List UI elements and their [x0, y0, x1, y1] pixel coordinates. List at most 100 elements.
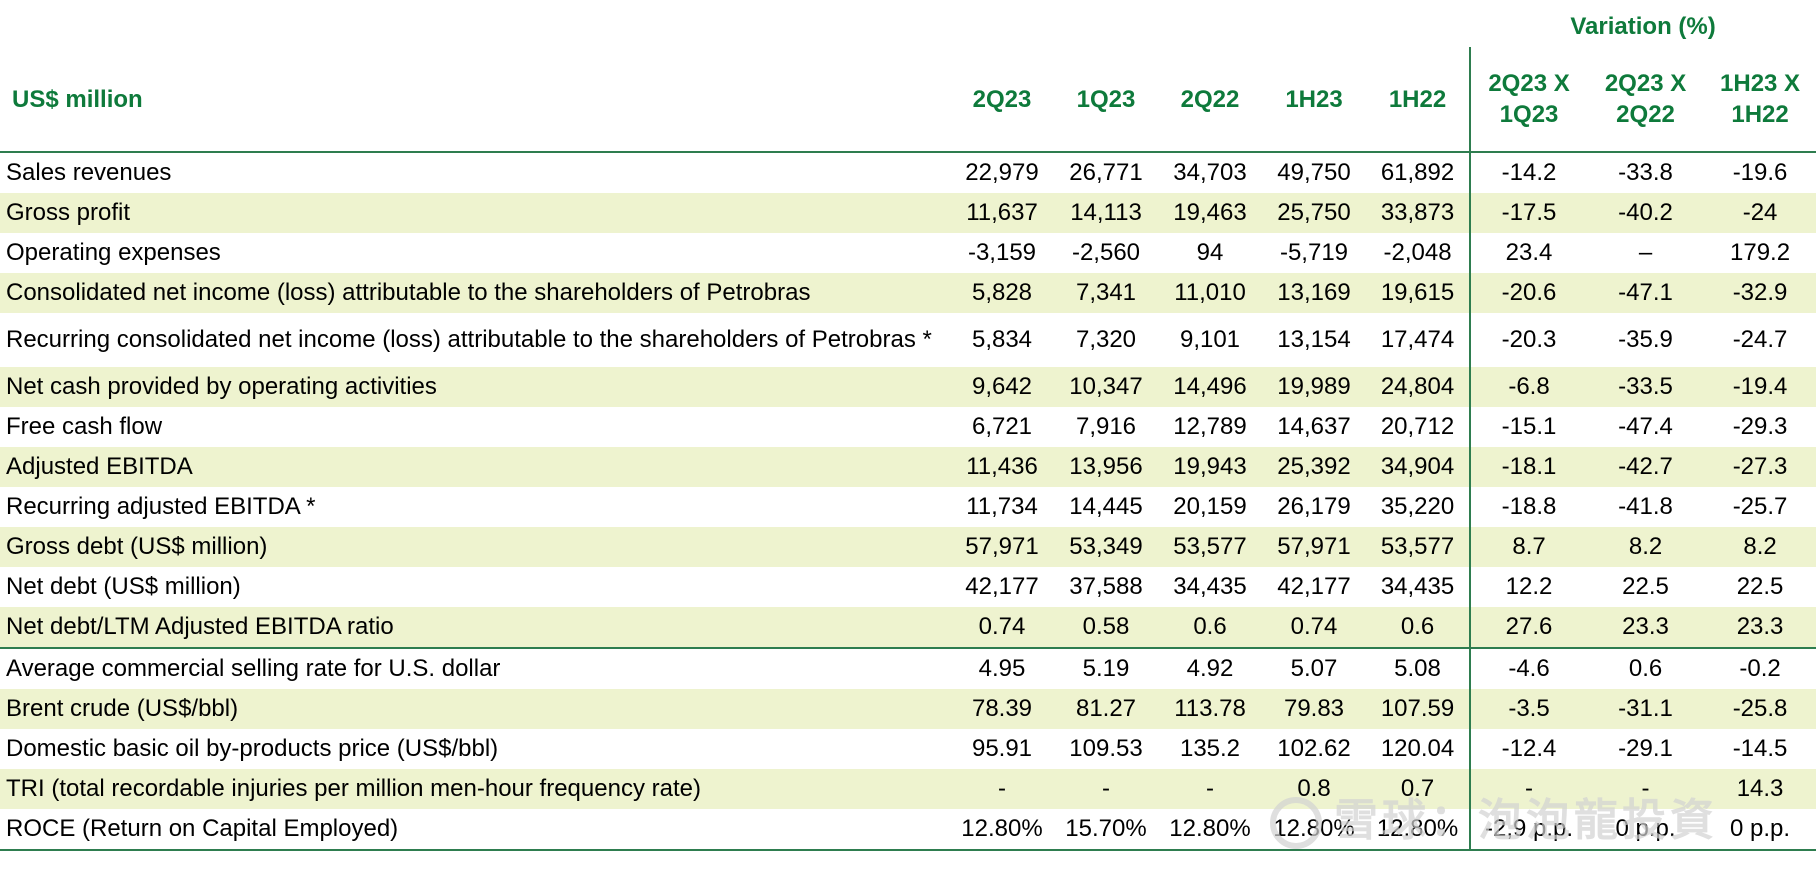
table-row: ROCE (Return on Capital Employed) 12.80% 1…: [0, 809, 1816, 850]
row-label: Adjusted EBITDA: [0, 447, 950, 487]
cell-variation: -: [1470, 769, 1587, 809]
cell-variation: -41.8: [1587, 487, 1704, 527]
row-label: Recurring adjusted EBITDA *: [0, 487, 950, 527]
cell-value: 5,834: [950, 313, 1054, 367]
cell-value: 26,179: [1262, 487, 1366, 527]
cell-value: 0.7: [1366, 769, 1470, 809]
table-row: Average commercial selling rate for U.S.…: [0, 648, 1816, 689]
cell-value: 9,101: [1158, 313, 1262, 367]
table-row: Net cash provided by operating activitie…: [0, 367, 1816, 407]
cell-value: 14,637: [1262, 407, 1366, 447]
variation-column-header: 1H23 X 1H22: [1704, 47, 1816, 152]
cell-value: 94: [1158, 233, 1262, 273]
financial-summary-table-wrap: Variation (%) US$ million 2Q23 1Q23 2Q22 1H…: [0, 0, 1816, 851]
cell-value: 78.39: [950, 689, 1054, 729]
column-header: 1H23: [1262, 47, 1366, 152]
cell-value: 26,771: [1054, 152, 1158, 193]
cell-value: 57,971: [950, 527, 1054, 567]
cell-value: 33,873: [1366, 193, 1470, 233]
cell-value: 15.70%: [1054, 809, 1158, 850]
cell-value: 7,341: [1054, 273, 1158, 313]
cell-variation: -24: [1704, 193, 1816, 233]
cell-variation: 12.2: [1470, 567, 1587, 607]
cell-variation: -18.1: [1470, 447, 1587, 487]
cell-value: 37,588: [1054, 567, 1158, 607]
row-label: ROCE (Return on Capital Employed): [0, 809, 950, 850]
cell-variation: 27.6: [1470, 607, 1587, 648]
cell-variation: -35.9: [1587, 313, 1704, 367]
cell-variation: -18.8: [1470, 487, 1587, 527]
cell-value: 53,349: [1054, 527, 1158, 567]
table-body: Sales revenues 22,979 26,771 34,703 49,750 61…: [0, 152, 1816, 850]
cell-value: 35,220: [1366, 487, 1470, 527]
row-label: Brent crude (US$/bbl): [0, 689, 950, 729]
cell-value: 4.92: [1158, 648, 1262, 689]
cell-variation: 179.2: [1704, 233, 1816, 273]
cell-variation: 8.7: [1470, 527, 1587, 567]
cell-variation: -27.3: [1704, 447, 1816, 487]
table-row: Gross debt (US$ million) 57,971 53,349 53,5…: [0, 527, 1816, 567]
cell-value: 19,615: [1366, 273, 1470, 313]
table-row: Consolidated net income (loss) attributa…: [0, 273, 1816, 313]
cell-value: 20,159: [1158, 487, 1262, 527]
column-header: 2Q22: [1158, 47, 1262, 152]
cell-value: 109.53: [1054, 729, 1158, 769]
cell-value: 11,637: [950, 193, 1054, 233]
cell-variation: 8.2: [1587, 527, 1704, 567]
cell-variation: -29.1: [1587, 729, 1704, 769]
cell-variation: 0.6: [1587, 648, 1704, 689]
cell-variation: -17.5: [1470, 193, 1587, 233]
cell-variation: -14.2: [1470, 152, 1587, 193]
column-header: 1Q23: [1054, 47, 1158, 152]
table-row: Brent crude (US$/bbl) 78.39 81.27 113.78 79.…: [0, 689, 1816, 729]
cell-value: 5.07: [1262, 648, 1366, 689]
cell-value: 24,804: [1366, 367, 1470, 407]
cell-variation: -40.2: [1587, 193, 1704, 233]
cell-value: 12.80%: [1366, 809, 1470, 850]
variation-header: Variation (%): [1470, 0, 1816, 47]
cell-variation: -25.8: [1704, 689, 1816, 729]
cell-value: 81.27: [1054, 689, 1158, 729]
cell-variation: -31.1: [1587, 689, 1704, 729]
cell-variation: 23.4: [1470, 233, 1587, 273]
cell-value: 25,392: [1262, 447, 1366, 487]
cell-variation: -19.4: [1704, 367, 1816, 407]
cell-variation: –: [1587, 233, 1704, 273]
table-row: Sales revenues 22,979 26,771 34,703 49,750 61…: [0, 152, 1816, 193]
cell-value: 135.2: [1158, 729, 1262, 769]
row-label: Net debt/LTM Adjusted EBITDA ratio: [0, 607, 950, 648]
cell-value: 42,177: [1262, 567, 1366, 607]
cell-variation: -33.5: [1587, 367, 1704, 407]
cell-value: 57,971: [1262, 527, 1366, 567]
cell-value: 53,577: [1158, 527, 1262, 567]
cell-value: 19,989: [1262, 367, 1366, 407]
cell-value: 34,435: [1158, 567, 1262, 607]
cell-value: 9,642: [950, 367, 1054, 407]
cell-value: -3,159: [950, 233, 1054, 273]
cell-variation: -2,9 p.p.: [1470, 809, 1587, 850]
financial-summary-table: Variation (%) US$ million 2Q23 1Q23 2Q22 1H…: [0, 0, 1816, 851]
cell-variation: -20.6: [1470, 273, 1587, 313]
row-label: Recurring consolidated net income (loss)…: [0, 313, 950, 367]
cell-value: 5,828: [950, 273, 1054, 313]
cell-variation: 0 p.p.: [1587, 809, 1704, 850]
table-row: Adjusted EBITDA 11,436 13,956 19,943 25,392 3…: [0, 447, 1816, 487]
cell-value: 5.08: [1366, 648, 1470, 689]
cell-variation: -20.3: [1470, 313, 1587, 367]
cell-value: 0.6: [1158, 607, 1262, 648]
cell-variation: -14.5: [1704, 729, 1816, 769]
cell-variation: -15.1: [1470, 407, 1587, 447]
cell-value: 34,703: [1158, 152, 1262, 193]
cell-value: 34,904: [1366, 447, 1470, 487]
cell-value: -5,719: [1262, 233, 1366, 273]
column-header-row: US$ million 2Q23 1Q23 2Q22 1H23 1H22 2Q23 X 1…: [0, 47, 1816, 152]
cell-variation: 22.5: [1587, 567, 1704, 607]
row-label: Net cash provided by operating activitie…: [0, 367, 950, 407]
cell-value: 22,979: [950, 152, 1054, 193]
row-label: Consolidated net income (loss) attributa…: [0, 273, 950, 313]
cell-variation: 23.3: [1704, 607, 1816, 648]
cell-value: 14,445: [1054, 487, 1158, 527]
cell-value: 120.04: [1366, 729, 1470, 769]
cell-value: 13,154: [1262, 313, 1366, 367]
table-row: Gross profit 11,637 14,113 19,463 25,750 33,8…: [0, 193, 1816, 233]
